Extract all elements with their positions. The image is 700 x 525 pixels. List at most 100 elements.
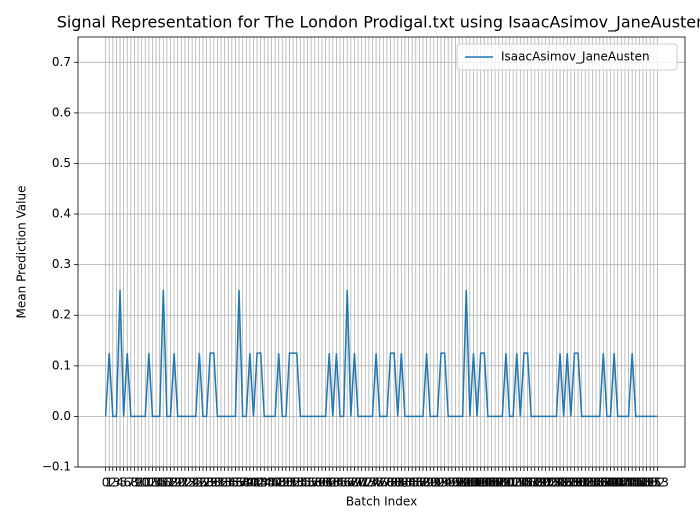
x-tick-label: 113 [502,476,525,490]
x-tick-label: 131 [567,476,590,490]
x-tick-label: 15 [152,476,167,490]
legend-label: IsaacAsimov_JaneAusten [501,50,650,64]
x-tick-label: 34 [221,476,236,490]
x-tick-label: 70 [350,476,365,490]
x-tick-label: 8 [131,476,139,490]
x-tick-label: 55 [296,476,311,490]
x-tick-label: 116 [513,476,536,490]
x-tick-label: 3 [113,476,121,490]
x-tick-label: 107 [480,476,503,490]
x-tick-label: 141 [603,476,626,490]
y-tick-label: 0.2 [52,308,71,322]
x-tick-label: 48 [271,476,286,490]
x-tick-label: 36 [228,476,243,490]
y-tick-label: 0.4 [52,207,71,221]
x-tick-label: 63 [325,476,340,490]
y-tick-label: 0.1 [52,358,71,372]
x-tick-label: 150 [635,476,658,490]
x-tick-label: 71 [354,476,369,490]
x-tick-label: 138 [592,476,615,490]
x-tick-label: 53 [289,476,304,490]
x-tick-label: 7 [127,476,135,490]
x-tick-label: 56 [300,476,315,490]
x-tick-label: 122 [534,476,557,490]
x-tick-label: 51 [282,476,297,490]
x-tick-label: 89 [419,476,434,490]
x-tick-label: 69 [347,476,362,490]
x-tick-label: 120 [527,476,550,490]
x-tick-label: 124 [541,476,564,490]
x-tick-label: 75 [368,476,383,490]
x-tick-label: 4 [116,476,124,490]
x-tick-label: 60 [314,476,329,490]
x-tick-label: 119 [523,476,546,490]
x-tick-label: 103 [466,476,489,490]
x-tick-label: 77 [376,476,391,490]
x-tick-label: 104 [469,476,492,490]
x-tick-label: 16 [156,476,171,490]
x-tick-label: 111 [494,476,517,490]
x-tick-label: 42 [249,476,264,490]
x-tick-label: 108 [484,476,507,490]
y-tick-label: 0.3 [52,257,71,271]
x-tick-label: 68 [343,476,358,490]
x-tick-label: 21 [174,476,189,490]
x-tick-label: 148 [628,476,651,490]
x-tick-label: 123 [538,476,561,490]
x-tick-label: 140 [599,476,622,490]
x-tick-label: 58 [307,476,322,490]
x-tick-label: 94 [437,476,452,490]
x-tick-label: 35 [224,476,239,490]
x-tick-label: 147 [624,476,647,490]
x-tick-label: 9 [134,476,142,490]
x-tick-label: 83 [397,476,412,490]
x-tick-label: 106 [476,476,499,490]
x-tick-label: 85 [405,476,420,490]
x-tick-label: 22 [177,476,192,490]
y-tick-label: 0.7 [52,55,71,69]
x-tick-label: 114 [505,476,528,490]
x-tick-label: 39 [239,476,254,490]
x-tick-label: 64 [329,476,344,490]
y-axis-label: Mean Prediction Value [15,186,29,319]
x-tick-label: 6 [123,476,131,490]
x-tick-label: 105 [473,476,496,490]
line-series [104,289,658,418]
x-tick-label: 23 [181,476,196,490]
x-tick-label: 10 [134,476,149,490]
x-tick-label: 26 [192,476,207,490]
x-tick-label: 144 [613,476,636,490]
y-tick-label: −0.1 [42,460,71,474]
x-tick-label: 100 [455,476,478,490]
x-tick-label: 115 [509,476,532,490]
x-tick-label: 47 [267,476,282,490]
x-tick-label: 151 [639,476,662,490]
x-tick-label: 149 [632,476,655,490]
x-tick-label: 101 [458,476,481,490]
x-tick-label: 18 [163,476,178,490]
x-tick-label: 29 [203,476,218,490]
x-tick-label: 152 [642,476,665,490]
x-tick-label: 98 [451,476,466,490]
legend-box [456,43,678,71]
x-tick-label: 125 [545,476,568,490]
x-tick-label: 49 [275,476,290,490]
x-tick-label: 127 [552,476,575,490]
x-tick-label: 129 [559,476,582,490]
x-axis-label: Batch Index [346,495,417,509]
x-tick-label: 32 [213,476,228,490]
x-tick-label: 137 [588,476,611,490]
x-tick-label: 31 [210,476,225,490]
x-tick-label: 54 [293,476,308,490]
x-tick-label: 88 [415,476,430,490]
x-tick-label: 19 [166,476,181,490]
x-tick-label: 27 [195,476,210,490]
x-tick-label: 20 [170,476,185,490]
x-tick-label: 79 [383,476,398,490]
x-tick-label: 37 [231,476,246,490]
x-tick-label: 90 [423,476,438,490]
chart-title: Signal Representation for The London Pro… [57,13,700,33]
x-tick-label: 95 [441,476,456,490]
